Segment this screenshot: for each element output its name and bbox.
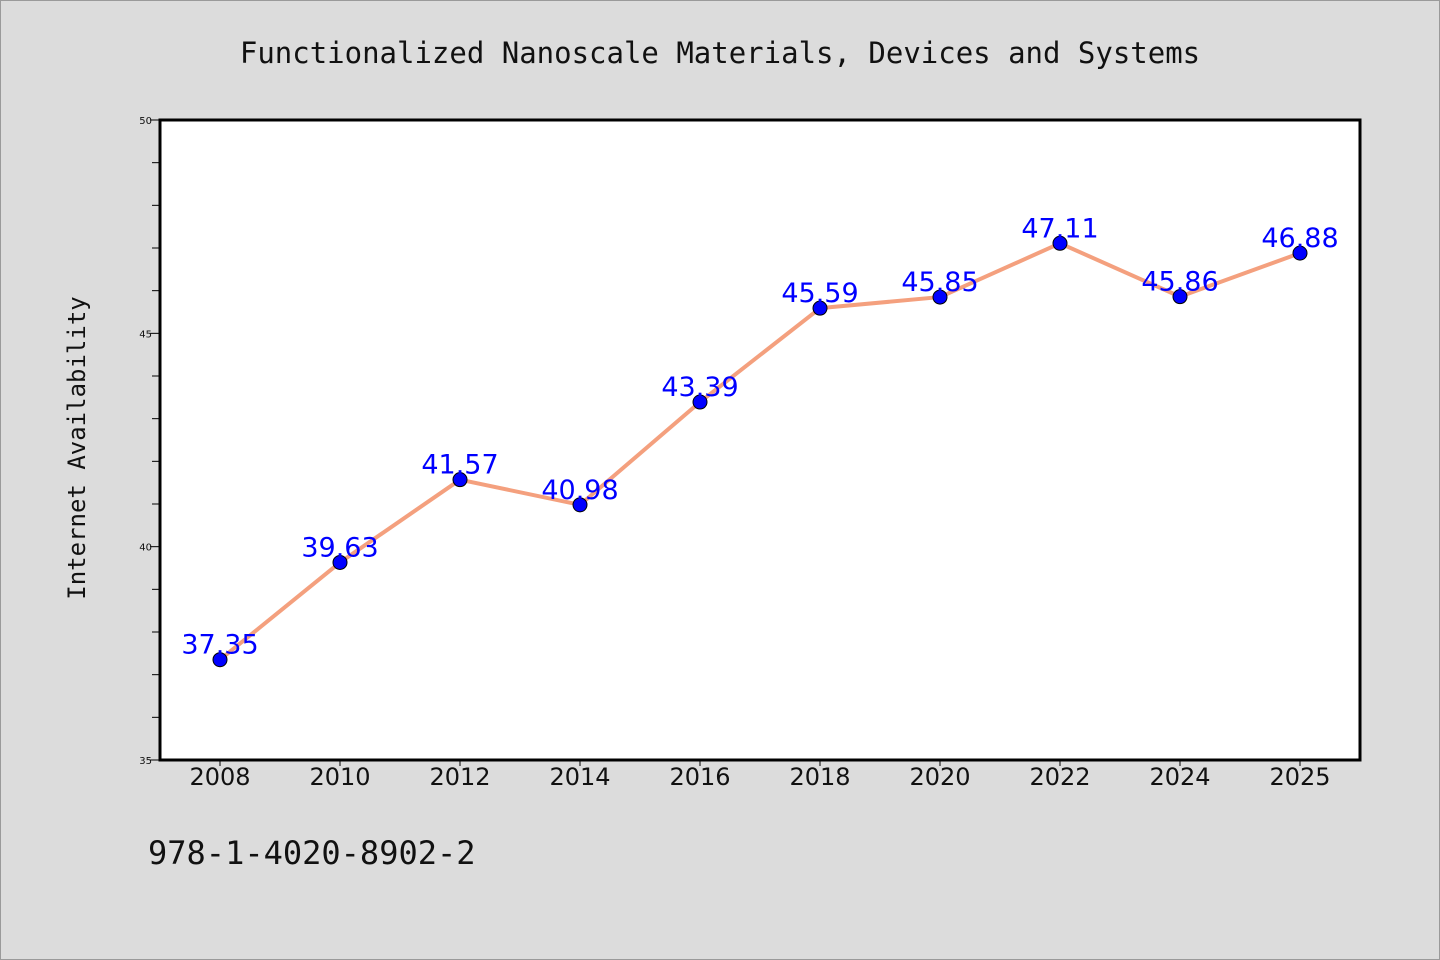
footnote-isbn: 978-1-4020-8902-2: [148, 834, 476, 872]
data-label: 46.88: [1261, 223, 1338, 254]
x-tick-label: 2014: [549, 763, 610, 791]
chart-title: Functionalized Nanoscale Materials, Devi…: [240, 36, 1200, 70]
x-tick-label: 2022: [1029, 763, 1090, 791]
x-tick-label: 2024: [1149, 763, 1210, 791]
data-point-marker: [692, 394, 708, 410]
data-point-marker: [932, 289, 948, 305]
data-label: 41.57: [421, 450, 498, 481]
data-label: 43.39: [661, 372, 738, 403]
y-tick-label: 45: [139, 329, 152, 340]
data-point-marker: [212, 652, 228, 668]
x-tick-label: 2020: [909, 763, 970, 791]
y-tick-label: 35: [139, 756, 152, 767]
marker-group: [212, 235, 1308, 668]
y-axis-label: Internet Availability: [63, 296, 91, 599]
data-label: 37.35: [181, 630, 258, 661]
plot-border: [158, 118, 1362, 762]
x-tick-label: 2012: [429, 763, 490, 791]
data-label: 45.59: [781, 278, 858, 309]
data-point-marker: [1172, 289, 1188, 305]
data-point-marker: [572, 497, 588, 513]
series-line-group: [218, 241, 1302, 662]
x-tick-label: 2018: [789, 763, 850, 791]
data-point-marker: [1292, 245, 1308, 261]
y-tick-label: 40: [139, 543, 152, 554]
axis-ticks: 35 40 45 50 2008 2010 2012 2014 2016 2018 2020 2022…: [139, 116, 1330, 791]
x-tick-label: 2008: [189, 763, 250, 791]
data-point-marker: [332, 554, 348, 570]
data-label: 45.85: [901, 267, 978, 298]
data-label-group: 37.35 39.63 41.57 40.98 43.39 45.59 45.85 47.11…: [181, 213, 1338, 660]
series-line: [218, 241, 1302, 662]
data-point-marker: [1052, 235, 1068, 251]
data-point-marker: [812, 300, 828, 316]
data-label: 45.86: [1141, 267, 1218, 298]
data-point-marker: [452, 472, 468, 488]
x-tick-label: 2025: [1269, 763, 1330, 791]
x-tick-label: 2016: [669, 763, 730, 791]
x-tick-label: 2010: [309, 763, 370, 791]
y-tick-label: 50: [139, 116, 152, 127]
plot-area: [160, 120, 1360, 760]
data-label: 39.63: [301, 532, 378, 563]
data-label: 47.11: [1021, 213, 1098, 244]
data-label: 40.98: [541, 475, 618, 506]
